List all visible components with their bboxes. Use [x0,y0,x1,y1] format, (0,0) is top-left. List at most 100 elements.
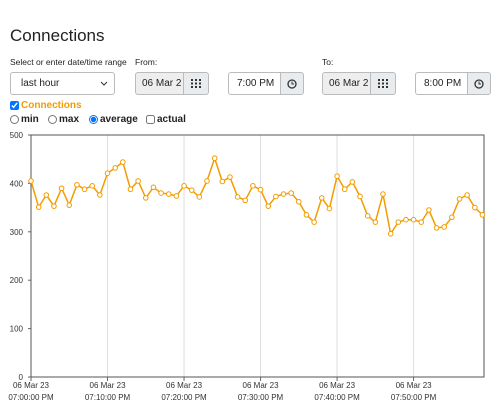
data-point [97,192,103,198]
data-point [296,198,302,205]
data-point [135,178,141,184]
series-label: Connections [21,100,82,111]
clock-icon [287,78,297,89]
actual-checkbox[interactable] [146,115,155,124]
actual-toggle[interactable]: actual [146,114,186,125]
data-point [142,195,149,201]
data-point [403,216,409,223]
data-point [303,212,310,218]
chart: 06 Mar 23 07:00:00 PM 06 Mar 23 07:10:00 PM… [8,131,486,402]
data-point [211,155,218,162]
y-tick-label: 400 [10,179,24,188]
data-point [89,183,96,189]
plot-frame [30,134,485,378]
to-date-text: 06 Mar 2 [329,78,369,89]
from-time-text: 7:00 PM [237,78,275,89]
dropdown-arrow [100,81,108,86]
y-tick-label: 200 [10,276,24,285]
data-point [250,183,256,189]
range-label: Select or enter date/time range [10,57,127,67]
to-date[interactable]: 06 Mar 2 [322,72,371,95]
calendar-button[interactable] [370,72,396,95]
mode-label: max [59,114,80,125]
data-point [372,219,379,225]
data-point [188,187,195,193]
clock-icon [474,78,484,89]
data-point [472,204,478,211]
data-point [165,191,172,197]
clock-button[interactable] [280,72,304,95]
range-select[interactable]: last hour [10,72,115,95]
data-point [181,183,187,189]
data-point [51,203,57,209]
x-tick-label: 06 Mar 23 [90,381,127,390]
data-point [380,191,386,197]
data-point [234,194,241,200]
data-point [418,219,425,225]
data-point [43,192,50,198]
data-point [288,190,294,196]
to-time[interactable]: 8:00 PM [415,72,468,95]
data-point [257,186,264,193]
mode-radio[interactable] [48,115,57,124]
data-point [219,178,226,185]
x-tick-label: 06 Mar 23 [166,381,203,390]
data-point [227,174,233,180]
data-point [441,224,448,230]
data-point [349,179,356,185]
page-title: Connections [10,26,105,45]
from-date[interactable]: 06 Mar 2 [135,72,184,95]
mode-label: min [21,114,39,125]
data-point [341,186,348,193]
x-tick-label: 07:10:00 PM [85,393,131,402]
data-point [273,193,279,200]
y-tick-label: 100 [10,325,24,334]
data-point [265,203,272,209]
mode-option[interactable]: average [89,114,138,125]
y-tick-label: 300 [10,228,24,237]
data-point [150,184,157,191]
to-time-text: 8:00 PM [424,78,462,89]
data-point [204,178,210,184]
data-point [387,230,394,237]
data-point [28,178,34,184]
data-point [334,173,340,179]
data-point [112,165,118,171]
calendar-icon [191,79,201,88]
data-point [426,207,432,213]
data-point [395,219,402,225]
calendar-button[interactable] [183,72,209,95]
data-point [326,205,333,212]
series-toggle[interactable]: Connections [10,100,82,111]
data-point [364,213,371,219]
x-tick-label: 07:50:00 PM [391,393,437,402]
x-tick-label: 07:40:00 PM [314,393,360,402]
x-tick-label: 07:00:00 PM [8,393,54,402]
from-time[interactable]: 7:00 PM [228,72,281,95]
data-point [410,216,417,223]
calendar-icon [378,79,388,88]
range-value: last hour [21,78,60,89]
mode-radio[interactable] [89,115,98,124]
mode-radio[interactable] [10,115,19,124]
data-point [433,225,440,231]
data-point [66,202,73,208]
data-point [104,170,111,177]
y-tick-label: 500 [10,131,24,140]
x-tick-label: 06 Mar 23 [243,381,280,390]
clock-button[interactable] [467,72,491,95]
x-tick-label: 06 Mar 23 [13,381,50,390]
data-point [479,212,486,218]
mode-label: average [100,114,138,125]
data-point [318,195,325,201]
mode-option[interactable]: max [48,114,79,125]
x-tick-label: 06 Mar 23 [396,381,433,390]
actual-label: actual [157,114,186,125]
data-point [120,159,126,165]
data-point [58,185,65,192]
series-checkbox[interactable] [10,101,19,110]
mode-option[interactable]: min [10,114,39,125]
to-label: To: [322,57,334,67]
x-tick-label: 07:30:00 PM [238,393,284,402]
